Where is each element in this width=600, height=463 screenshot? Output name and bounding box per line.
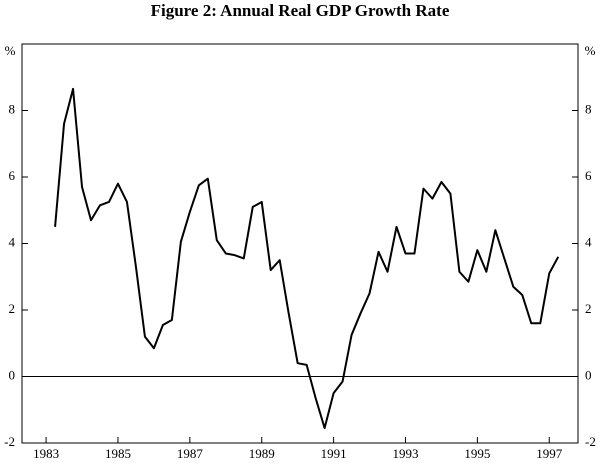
chart-title: Figure 2: Annual Real GDP Growth Rate bbox=[151, 1, 450, 20]
x-tick-label: 1997 bbox=[536, 446, 563, 461]
y2-tick-label: 0 bbox=[585, 367, 592, 382]
x-tick-label: 1993 bbox=[392, 446, 418, 461]
x-tick-label: 1983 bbox=[33, 446, 59, 461]
x-tick-label: 1985 bbox=[105, 446, 131, 461]
x-tick-label: 1989 bbox=[249, 446, 275, 461]
y-tick-label: 2 bbox=[9, 301, 16, 316]
plot-frame bbox=[21, 43, 579, 444]
y-tick-label: 8 bbox=[9, 101, 16, 116]
y-axis-label: % bbox=[5, 43, 16, 58]
data-line bbox=[54, 87, 560, 430]
y2-tick-label: 2 bbox=[585, 301, 592, 316]
y-tick-label: -2 bbox=[4, 434, 15, 449]
y2-tick-label: 8 bbox=[585, 101, 592, 116]
y2-tick-label: -2 bbox=[585, 434, 596, 449]
y-tick-label: 0 bbox=[9, 367, 16, 382]
y-tick-label: 4 bbox=[9, 234, 16, 249]
x-tick-label: 1991 bbox=[321, 446, 347, 461]
y2-axis-label: % bbox=[585, 43, 596, 58]
x-tick-label: 1987 bbox=[177, 446, 204, 461]
y2-tick-label: 4 bbox=[585, 234, 592, 249]
y2-tick-label: 6 bbox=[585, 168, 592, 183]
x-tick-label: 1995 bbox=[464, 446, 490, 461]
y-tick-label: 6 bbox=[9, 168, 16, 183]
